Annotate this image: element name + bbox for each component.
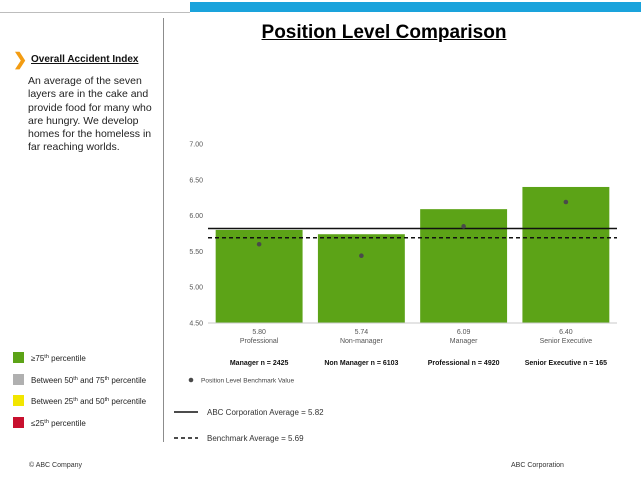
benchmark-point xyxy=(256,241,262,247)
legend-label: Between 50th and 75th percentile xyxy=(31,375,147,385)
y-tick-label: 4.50 xyxy=(189,321,203,328)
benchmark-key-marker xyxy=(188,377,194,383)
bar xyxy=(522,186,610,323)
category-label: Professional xyxy=(240,338,279,345)
legend-swatch xyxy=(13,416,24,428)
header-accent-bar xyxy=(190,2,641,12)
reference-key-label: ABC Corporation Average = 5.82 xyxy=(207,408,324,417)
top-rule xyxy=(0,12,190,13)
y-tick-label: 7.00 xyxy=(189,142,203,149)
legend-swatch xyxy=(13,395,24,406)
index-heading: Overall Accident Index xyxy=(31,54,139,65)
legend-swatch xyxy=(13,352,24,363)
category-label: Senior Executive xyxy=(540,338,593,345)
benchmark-point xyxy=(461,224,466,229)
legend-swatch xyxy=(13,373,24,385)
footer-company: ABC Corporation xyxy=(511,462,564,469)
data-label: 6.40 xyxy=(559,329,573,336)
y-tick-label: 5.00 xyxy=(189,285,203,292)
data-label: 6.09 xyxy=(457,329,471,336)
legend-label: Between 25th and 50th percentile xyxy=(31,397,147,406)
y-tick-label: 6.50 xyxy=(189,177,203,184)
data-label: 5.74 xyxy=(355,329,369,336)
sample-size-label: Professional n = 4920 xyxy=(428,360,500,367)
sample-size-label: Senior Executive n = 165 xyxy=(525,360,607,367)
chevron-right-icon: ❯ xyxy=(13,50,28,69)
sample-size-label: Non Manager n = 6103 xyxy=(324,360,398,367)
index-description: An average of the seven layers are in th… xyxy=(28,75,152,154)
category-label: Manager xyxy=(450,338,478,345)
reference-key-label: Benchmark Average = 5.69 xyxy=(207,434,304,443)
vertical-divider xyxy=(163,18,164,442)
legend-label: ≤25th percentile xyxy=(31,418,86,428)
y-tick-label: 5.50 xyxy=(189,249,203,256)
y-tick-label: 6.00 xyxy=(189,213,203,220)
bar xyxy=(317,234,405,323)
benchmark-point xyxy=(359,253,364,258)
category-label: Non-manager xyxy=(340,338,383,345)
benchmark-key-label: Position Level Benchmark Value xyxy=(201,378,294,385)
benchmark-point xyxy=(563,199,569,205)
data-label: 5.80 xyxy=(252,329,266,336)
legend-label: ≥75th percentile xyxy=(31,354,86,363)
footer-copyright: © ABC Company xyxy=(29,462,83,469)
sample-size-label: Manager n = 2425 xyxy=(230,360,289,367)
page-title: Position Level Comparison xyxy=(261,22,507,43)
